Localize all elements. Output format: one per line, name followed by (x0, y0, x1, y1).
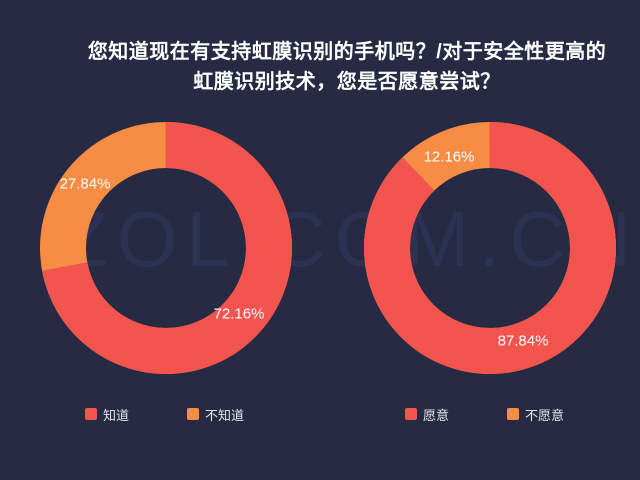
legend-swatch-dont-know-icon (187, 408, 199, 420)
legend-label-know: 知道 (103, 407, 130, 423)
willingness-donut-chart (364, 122, 616, 374)
legend-swatch-unwilling-icon (507, 408, 519, 420)
legend-swatch-know-icon (85, 408, 97, 420)
willingness-slice-willing[interactable] (364, 122, 616, 374)
chart-title: 您知道现在有支持虹膜识别的手机吗？/对于安全性更高的 虹膜识别技术，您是否愿意尝… (54, 37, 640, 97)
legend-item-dont-know[interactable]: 不知道 (187, 407, 245, 423)
legend-item-unwilling[interactable]: 不愿意 (507, 407, 565, 423)
legend-item-know[interactable]: 知道 (85, 407, 130, 423)
legend-label-willing: 愿意 (423, 407, 450, 423)
legend-swatch-willing-icon (405, 408, 417, 420)
legend-label-dont-know: 不知道 (205, 407, 245, 423)
legend-label-unwilling: 不愿意 (525, 407, 565, 423)
awareness-donut-chart (40, 122, 292, 374)
legend-item-willing[interactable]: 愿意 (405, 407, 450, 423)
chart-title-line-1: 您知道现在有支持虹膜识别的手机吗？/对于安全性更高的 (87, 41, 607, 63)
chart-title-line-2: 虹膜识别技术，您是否愿意尝试？ (193, 71, 501, 93)
awareness-slice-know[interactable] (40, 122, 292, 374)
